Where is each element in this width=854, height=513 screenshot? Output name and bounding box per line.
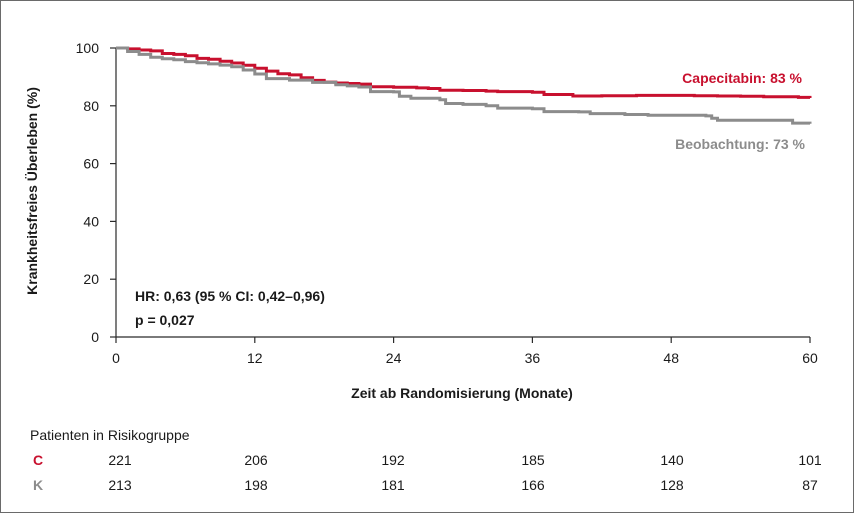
risk-value: 140 — [660, 452, 684, 468]
curve-beobachtung — [116, 46, 812, 125]
risk-value: 166 — [521, 477, 545, 493]
risk-value: 101 — [798, 452, 822, 468]
survival-curves — [116, 46, 812, 125]
risk-value: 198 — [244, 477, 268, 493]
series-label-capecitabin: Capecitabin: 83 % — [682, 70, 802, 86]
risk-value: 192 — [381, 452, 405, 468]
y-axis-title: Krankheitsfreies Überleben (%) — [24, 87, 40, 295]
y-tick-label: 60 — [83, 156, 99, 172]
series-label-beobachtung: Beobachtung: 73 % — [675, 136, 805, 152]
x-tick-label: 24 — [386, 350, 402, 366]
risk-table: C 221 206 192 185 140 101 K 213 198 181 166 128 87 — [33, 452, 822, 493]
risk-value: 185 — [521, 452, 545, 468]
risk-value: 213 — [108, 477, 132, 493]
y-tick-label: 20 — [83, 271, 99, 287]
risk-value: 206 — [244, 452, 268, 468]
x-tick-label: 12 — [247, 350, 263, 366]
risk-table-title: Patienten in Risikogruppe — [30, 427, 190, 443]
risk-group-k: K — [33, 477, 43, 493]
curve-capecitabin — [116, 46, 812, 99]
risk-group-c: C — [33, 452, 43, 468]
risk-value: 181 — [381, 477, 405, 493]
risk-value: 221 — [108, 452, 132, 468]
x-tick-label: 60 — [802, 350, 818, 366]
y-tick-label: 40 — [83, 213, 99, 229]
risk-value: 87 — [802, 477, 818, 493]
axes: 0 20 40 60 80 100 0 12 24 36 48 60 — [76, 40, 818, 366]
x-axis-title: Zeit ab Randomisierung (Monate) — [351, 385, 573, 401]
y-tick-label: 100 — [76, 40, 100, 56]
risk-value: 128 — [660, 477, 684, 493]
p-value-annotation: p = 0,027 — [135, 312, 195, 328]
hazard-ratio-annotation: HR: 0,63 (95 % CI: 0,42–0,96) — [135, 288, 325, 304]
x-tick-label: 36 — [525, 350, 541, 366]
y-tick-label: 80 — [83, 98, 99, 114]
y-tick-label: 0 — [91, 329, 99, 345]
x-tick-label: 0 — [112, 350, 120, 366]
x-tick-label: 48 — [663, 350, 679, 366]
